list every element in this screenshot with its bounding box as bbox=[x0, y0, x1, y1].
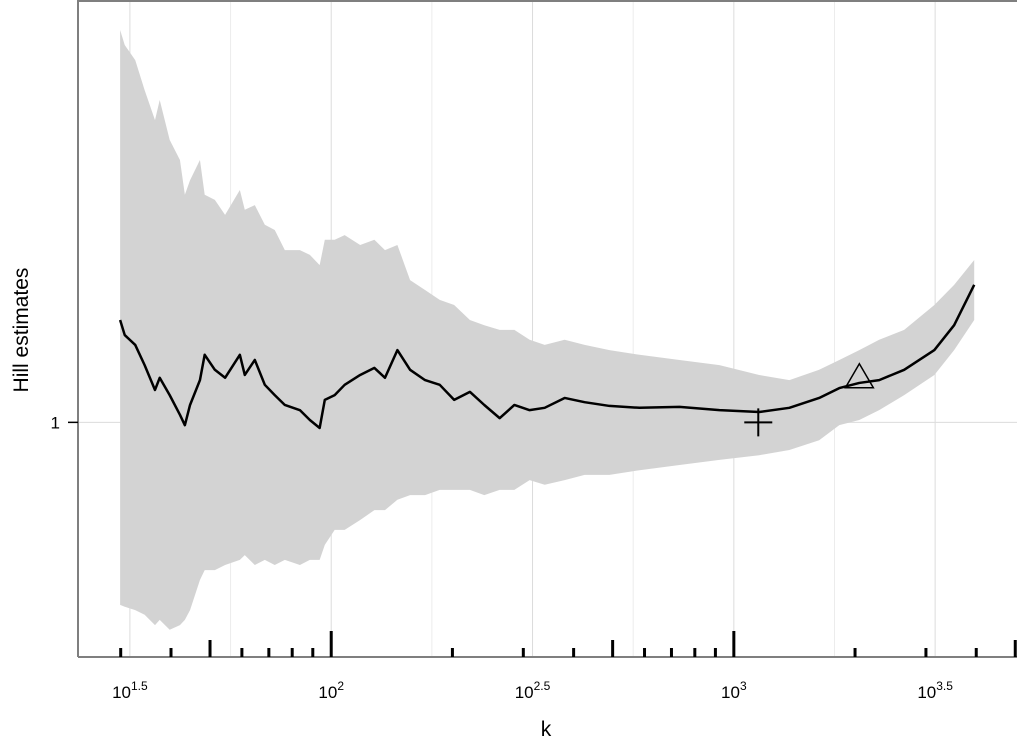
y-axis-label: Hill estimates bbox=[10, 268, 33, 393]
x-tick-label: 102 bbox=[318, 679, 344, 702]
confidence-band bbox=[120, 30, 975, 630]
x-axis-label: k bbox=[541, 718, 552, 741]
x-tick-label: 102.5 bbox=[515, 679, 551, 702]
triangle-marker bbox=[844, 362, 875, 389]
x-tick-label: 103 bbox=[721, 679, 747, 702]
x-tick-label: 101.5 bbox=[112, 679, 148, 702]
plus-marker bbox=[744, 408, 773, 437]
estimate-line bbox=[118, 284, 976, 430]
y-tick-label: 1 bbox=[51, 413, 60, 432]
x-tick-label: 103.5 bbox=[917, 679, 953, 702]
